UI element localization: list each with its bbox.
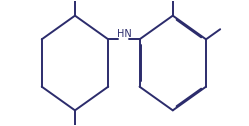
Text: HN: HN [117,29,131,39]
